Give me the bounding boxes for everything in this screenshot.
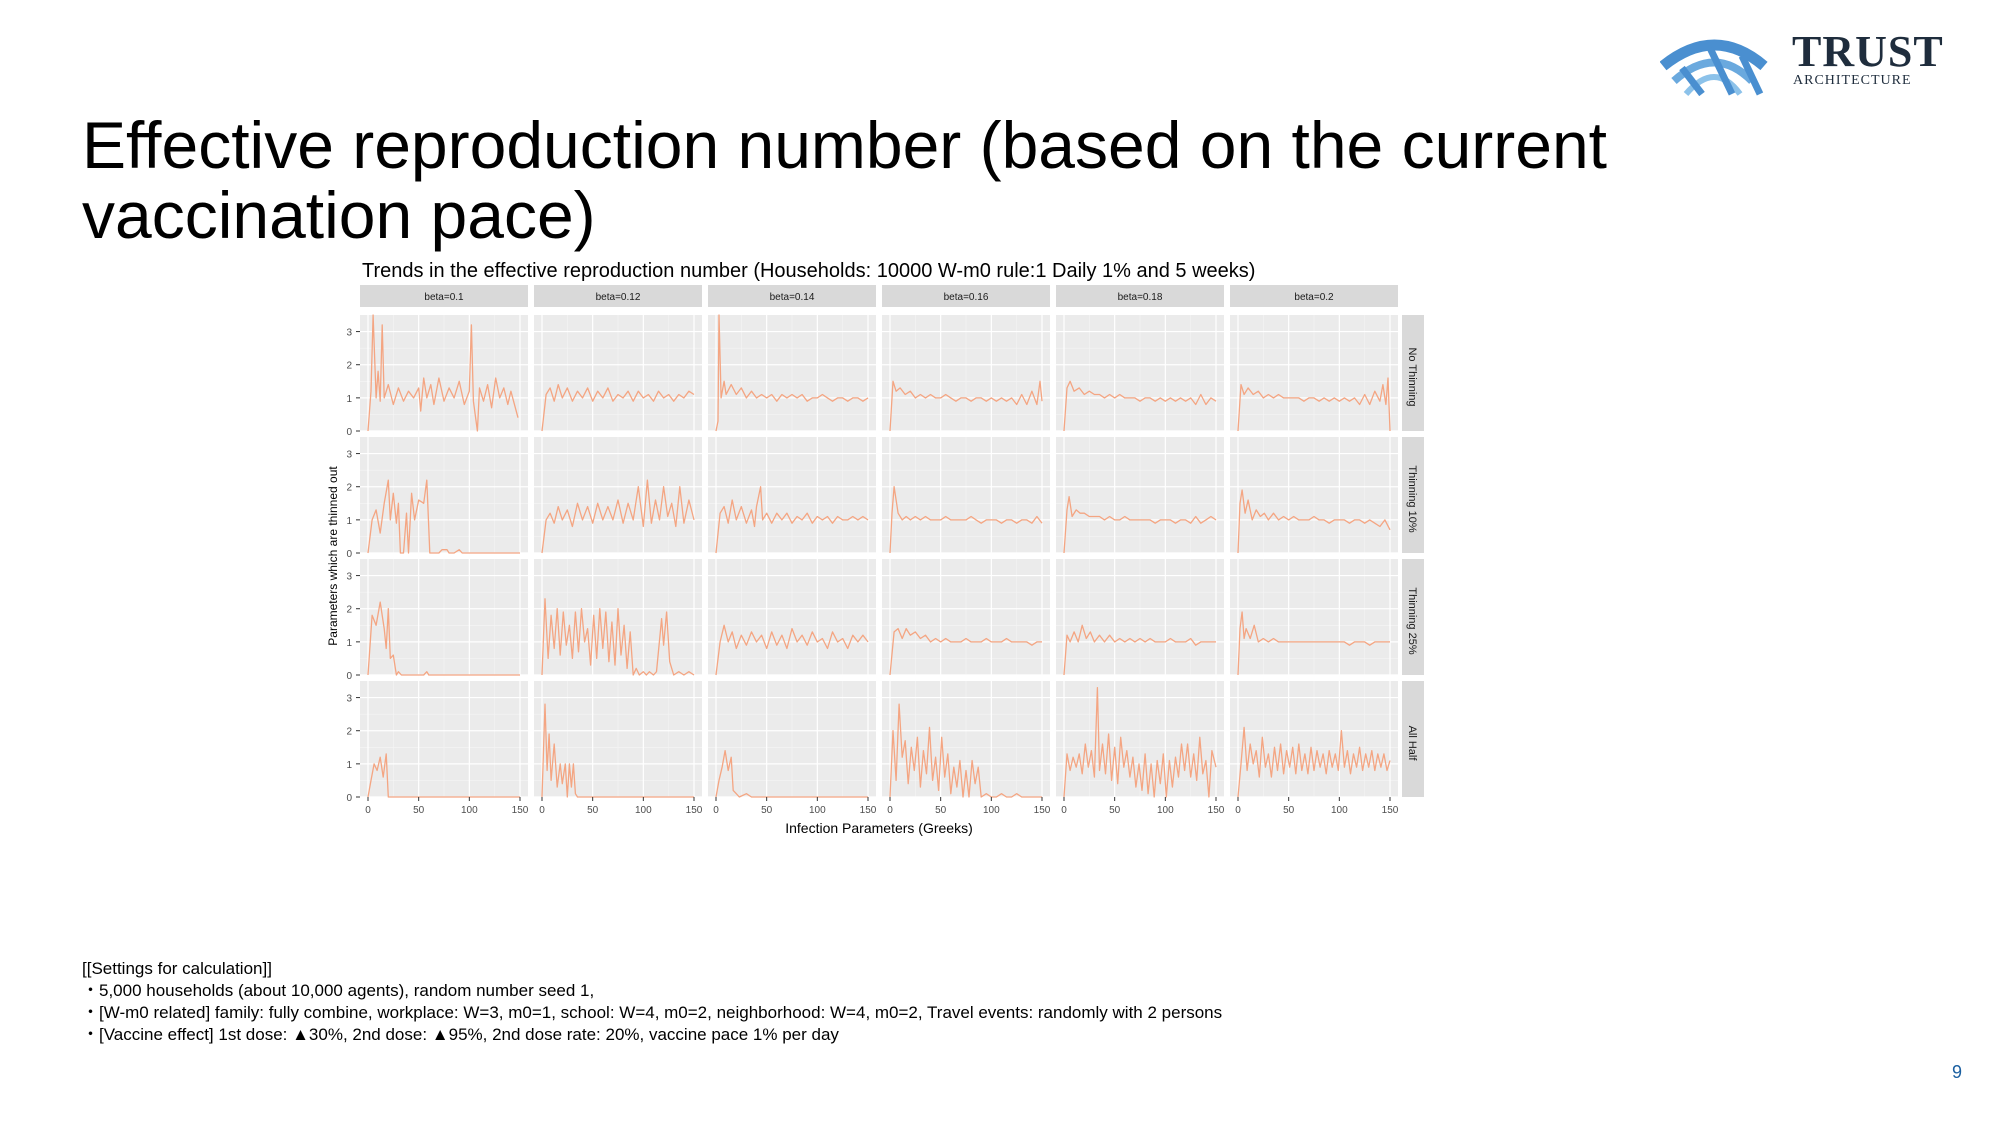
settings-heading: [[Settings for calculation]]	[82, 959, 272, 978]
settings-block: [[Settings for calculation]] ・5,000 hous…	[82, 958, 1222, 1046]
y-tick-label: 0	[346, 671, 352, 682]
series-line	[1063, 686, 1217, 798]
y-tick-label: 0	[346, 793, 352, 804]
y-tick-label: 3	[346, 450, 352, 461]
facet-strip-column	[360, 285, 528, 307]
facet-strip-label: Thinning 10%	[1406, 465, 1418, 532]
x-tick-label: 100	[461, 805, 478, 816]
x-tick-label: 150	[512, 805, 529, 816]
facet-strip-column	[882, 285, 1050, 307]
x-tick-label: 100	[983, 805, 1000, 816]
facet-strip-column	[534, 285, 702, 307]
facet-strip-row	[1402, 315, 1424, 431]
facet-strip-label: Thinning 25%	[1406, 587, 1418, 654]
x-tick-label: 100	[635, 805, 652, 816]
x-tick-label: 150	[1034, 805, 1051, 816]
y-tick-label: 3	[346, 572, 352, 583]
facet-strip-label: No Thinning	[1406, 347, 1418, 406]
y-tick-label: 2	[346, 361, 352, 372]
x-tick-label: 150	[686, 805, 703, 816]
facet-strip-label: beta=0.16	[944, 292, 989, 303]
chart-title: Trends in the effective reproduction num…	[362, 260, 1256, 282]
facet-strip-column	[1056, 285, 1224, 307]
series-line	[889, 627, 1042, 676]
x-tick-label: 100	[1331, 805, 1348, 816]
x-axis-label: Infection Parameters (Greeks)	[785, 820, 973, 836]
x-tick-label: 100	[809, 805, 826, 816]
series-line	[541, 479, 695, 554]
x-tick-label: 50	[1109, 805, 1121, 816]
x-tick-label: 150	[1208, 805, 1225, 816]
x-tick-label: 0	[887, 805, 893, 816]
x-tick-label: 0	[365, 805, 371, 816]
facet-strip-label: beta=0.18	[1118, 292, 1163, 303]
y-tick-label: 1	[346, 638, 352, 649]
y-tick-label: 3	[346, 694, 352, 705]
logo-wordmark: TRUST	[1792, 27, 1944, 76]
series-line	[889, 486, 1043, 554]
settings-line: ・5,000 households (about 10,000 agents),…	[82, 981, 595, 1000]
trust-architecture-logo	[1660, 39, 1768, 96]
y-tick-label: 0	[346, 427, 352, 438]
series-line	[541, 703, 694, 798]
y-tick-label: 1	[346, 760, 352, 771]
y-tick-label: 2	[346, 727, 352, 738]
x-tick-label: 0	[713, 805, 719, 816]
y-tick-label: 2	[346, 483, 352, 494]
facet-strip-label: beta=0.12	[596, 292, 641, 303]
series-line	[367, 601, 520, 676]
x-tick-label: 50	[1283, 805, 1295, 816]
settings-line: ・[Vaccine effect] 1st dose: ▲30%, 2nd do…	[82, 1025, 839, 1044]
series-line	[715, 749, 868, 798]
y-tick-label: 1	[346, 394, 352, 405]
facet-strip-label: beta=0.2	[1294, 292, 1334, 303]
x-tick-label: 150	[860, 805, 877, 816]
y-tick-label: 0	[346, 549, 352, 560]
series-line	[715, 486, 869, 554]
x-tick-label: 150	[1382, 805, 1399, 816]
series-line	[1237, 377, 1391, 432]
facet-strip-row	[1402, 681, 1424, 797]
series-line	[715, 314, 869, 432]
series-line	[367, 314, 519, 432]
x-tick-label: 50	[587, 805, 599, 816]
series-line	[1237, 489, 1391, 554]
settings-line: ・[W-m0 related] family: fully combine, w…	[82, 1003, 1223, 1022]
series-line	[1237, 726, 1391, 798]
x-tick-label: 0	[1061, 805, 1067, 816]
x-tick-label: 0	[1235, 805, 1241, 816]
series-line	[367, 479, 520, 554]
facet-strip-label: All Half	[1406, 726, 1418, 762]
x-tick-label: 50	[761, 805, 773, 816]
y-tick-label: 2	[346, 605, 352, 616]
y-tick-label: 1	[346, 516, 352, 527]
x-tick-label: 50	[935, 805, 947, 816]
slide-title: Effective reproduction number (based on …	[82, 108, 1607, 252]
x-tick-label: 100	[1157, 805, 1174, 816]
x-tick-label: 0	[539, 805, 545, 816]
facet-strip-label: beta=0.14	[770, 292, 815, 303]
series-line	[541, 598, 695, 676]
series-line	[1063, 496, 1217, 554]
series-line	[889, 380, 1043, 432]
facet-strip-column	[708, 285, 876, 307]
x-tick-label: 50	[413, 805, 425, 816]
series-line	[541, 383, 695, 432]
facet-strip-column	[1230, 285, 1398, 307]
series-line	[1063, 624, 1216, 676]
facet-strip-row	[1402, 437, 1424, 553]
series-line	[1063, 380, 1217, 432]
series-line	[715, 624, 869, 676]
logo-subtitle: ARCHITECTURE	[1793, 73, 1912, 88]
facet-strip-row	[1402, 559, 1424, 675]
series-line	[367, 753, 520, 798]
series-line	[889, 703, 1042, 798]
faceted-line-chart: beta=0.1 beta=0.12 beta=0.14 beta=0.16 beta=…	[326, 285, 1424, 836]
series-line	[1237, 611, 1390, 676]
page-number: 9	[1952, 1062, 1963, 1082]
y-tick-label: 3	[346, 328, 352, 339]
y-axis-label: Parameters which are thinned out	[326, 466, 340, 646]
facet-strip-label: beta=0.1	[424, 292, 464, 303]
